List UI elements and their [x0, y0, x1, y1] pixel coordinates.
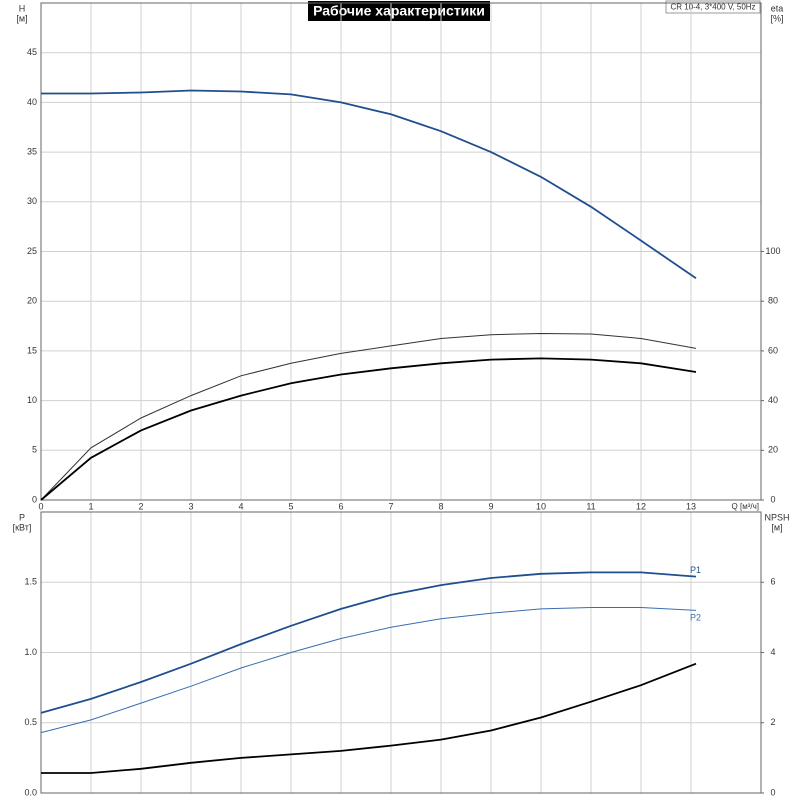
- y2-tick-label: 100: [765, 246, 780, 256]
- y2-axis-label: eta: [771, 3, 784, 13]
- x-tick-label: 7: [388, 501, 393, 511]
- y-axis-label: P: [19, 512, 25, 522]
- y-axis-unit: [кВт]: [13, 522, 32, 532]
- y2-axis-label: NPSH: [764, 512, 789, 522]
- series-label: P1: [690, 565, 701, 575]
- chart-title: Рабочие характеристики: [313, 3, 485, 19]
- y-axis-label: H: [19, 3, 26, 13]
- y-tick-label: 25: [27, 246, 37, 256]
- plot-frame: [40, 2, 762, 501]
- y-tick-label: 0.0: [24, 787, 37, 797]
- series-label: P2: [690, 613, 701, 623]
- y-tick-label: 40: [27, 97, 37, 107]
- y-axis-unit: [м]: [16, 13, 27, 23]
- y2-tick-label: 60: [768, 345, 778, 355]
- x-tick-label: 13: [686, 501, 696, 511]
- y2-tick-label: 4: [770, 647, 775, 657]
- y-tick-label: 35: [27, 146, 37, 156]
- series-line: [40, 571, 697, 714]
- y2-tick-label: 0: [770, 494, 775, 504]
- x-tick-label: 4: [238, 501, 243, 511]
- y2-tick-label: 6: [770, 577, 775, 587]
- model-label: CR 10-4, 3*400 V, 50Hz: [670, 3, 755, 12]
- x-tick-label: 11: [586, 501, 595, 511]
- x-tick-label: 1: [88, 501, 93, 511]
- series-line: [41, 89, 697, 280]
- plot-frame: [40, 511, 762, 794]
- y2-tick-label: 40: [768, 395, 778, 405]
- series-line: [40, 332, 697, 501]
- model-box: [665, 0, 761, 14]
- title-box: [308, 1, 490, 21]
- x-tick-label: 3: [188, 501, 193, 511]
- x-tick-label: 9: [488, 501, 493, 511]
- y2-axis-unit: [%]: [770, 13, 783, 23]
- y-tick-label: 45: [27, 47, 37, 57]
- y-tick-label: 0.5: [24, 717, 37, 727]
- y-tick-label: 1.5: [24, 577, 37, 587]
- x-tick-label: 0: [38, 501, 43, 511]
- y2-tick-label: 2: [770, 717, 775, 727]
- series-line: [41, 662, 697, 774]
- x-tick-label: 10: [536, 501, 546, 511]
- x-tick-label: 6: [338, 501, 343, 511]
- y2-tick-label: 80: [768, 296, 778, 306]
- x-tick-label: 5: [288, 501, 293, 511]
- y-tick-label: 30: [27, 196, 37, 206]
- x-tick-label: 8: [438, 501, 443, 511]
- series-line: [40, 357, 697, 501]
- y-tick-label: 1.0: [24, 647, 37, 657]
- y-tick-label: 15: [27, 345, 37, 355]
- x-axis-label: Q [м³/ч]: [732, 502, 759, 511]
- series-line: [40, 607, 697, 734]
- x-tick-label: 12: [636, 501, 646, 511]
- y2-axis-unit: [м]: [771, 522, 782, 532]
- y-tick-label: 5: [32, 445, 37, 455]
- y2-tick-label: 0: [770, 787, 775, 797]
- x-tick-label: 2: [138, 501, 143, 511]
- y-tick-label: 10: [27, 395, 37, 405]
- y2-tick-label: 20: [768, 445, 778, 455]
- y-tick-label: 20: [27, 296, 37, 306]
- y-tick-label: 0: [32, 494, 37, 504]
